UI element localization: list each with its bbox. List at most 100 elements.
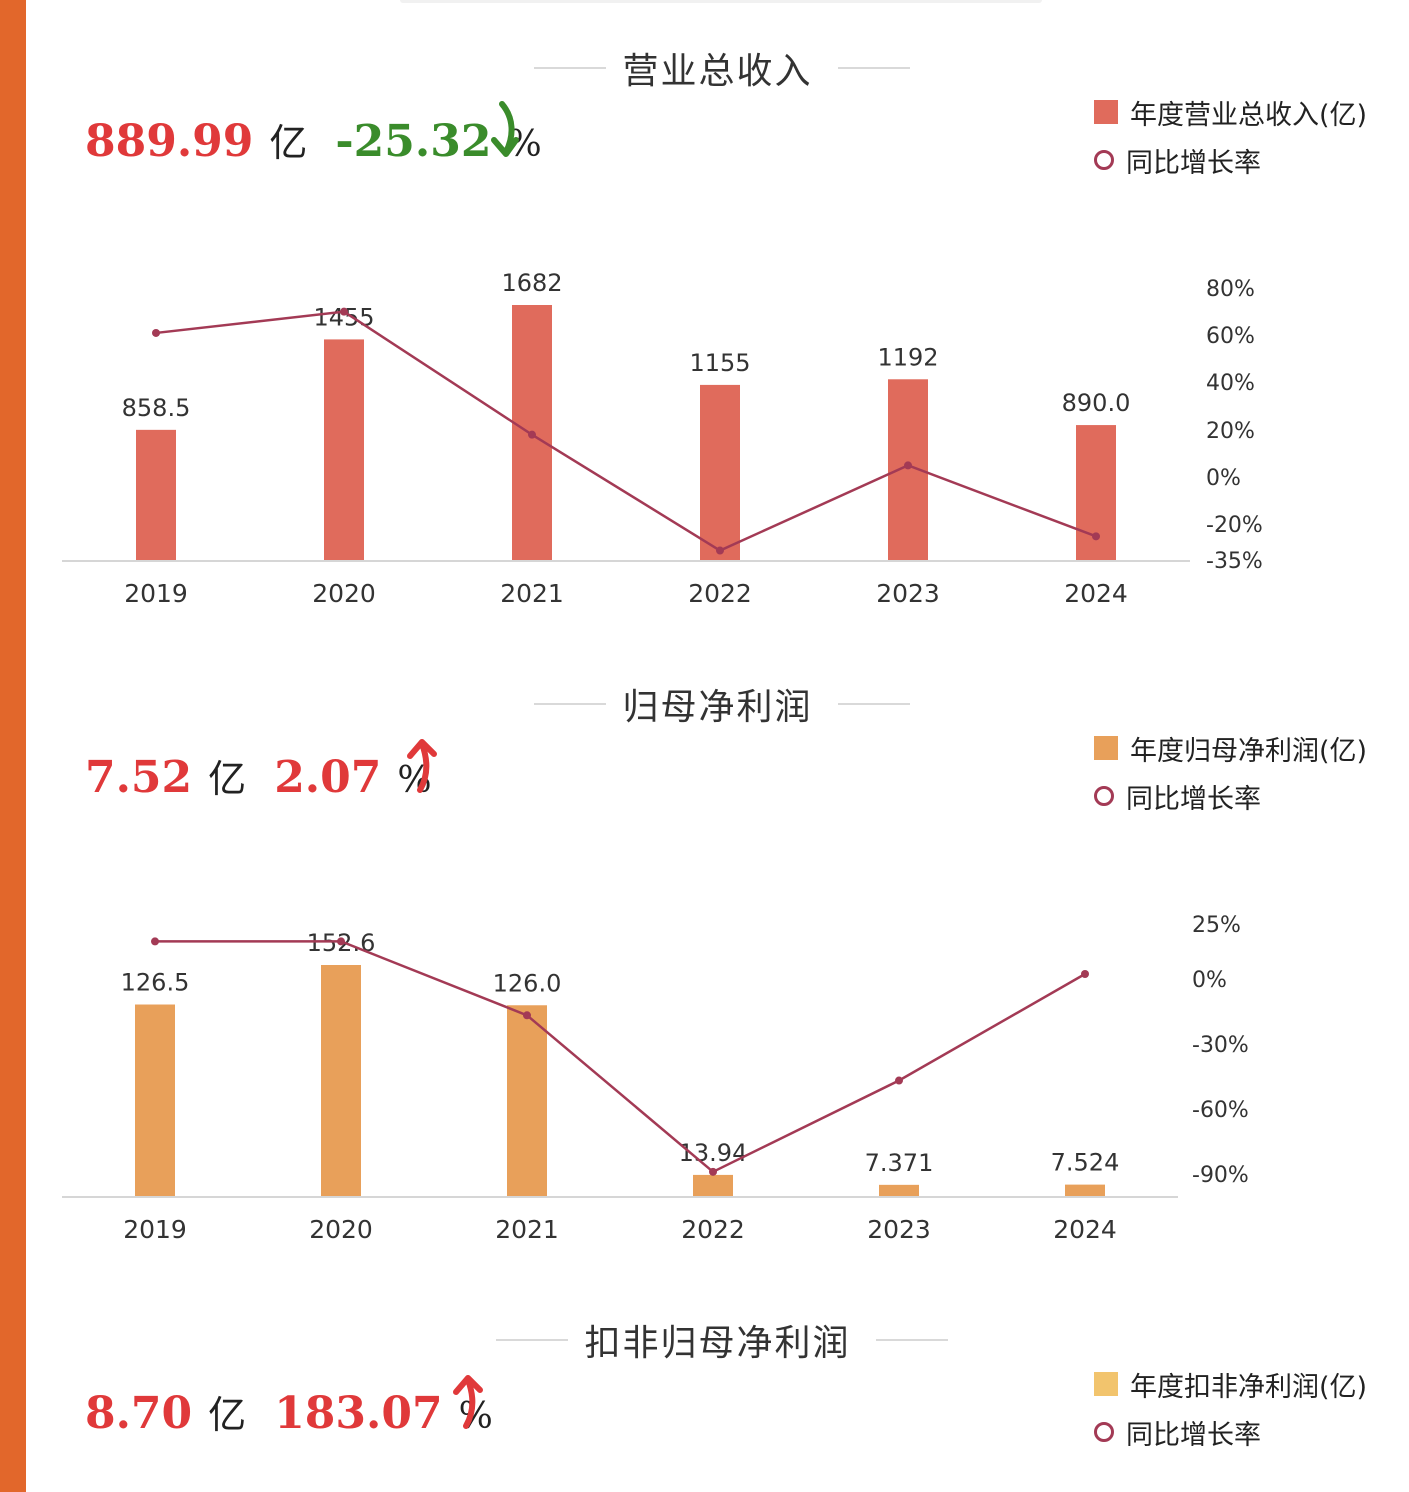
title-line-left bbox=[496, 1339, 568, 1341]
yoy-line bbox=[155, 940, 1086, 1174]
revenue-chart: 858.5 1455 1682 1155 1192 890.0 2019 2020 2021 20… bbox=[62, 269, 1263, 608]
up-arrow-icon bbox=[407, 739, 437, 793]
x-tick-label: 2024 bbox=[1064, 579, 1128, 608]
title-line-left bbox=[534, 703, 606, 705]
legend-item-line[interactable]: 同比增长率 bbox=[1094, 772, 1367, 820]
bar-value-label: 890.0 bbox=[1062, 389, 1131, 417]
headline-value: 889.99 bbox=[85, 116, 254, 167]
section-title: 扣非归母净利润 bbox=[584, 1323, 851, 1364]
headline-change-unit: % bbox=[458, 1396, 493, 1437]
x-tick-label: 2022 bbox=[688, 579, 752, 608]
bar-2019 bbox=[135, 1004, 175, 1196]
yoy-line bbox=[155, 310, 1097, 552]
legend-label: 年度扣非净利润(亿) bbox=[1130, 1371, 1368, 1403]
title-line-left bbox=[534, 67, 606, 69]
bar-value-label: 126.0 bbox=[493, 969, 562, 997]
y-right-tick-label: -20% bbox=[1206, 513, 1263, 538]
y-right-tick-label: 20% bbox=[1206, 419, 1255, 444]
legend-swatch bbox=[1094, 1372, 1118, 1396]
chart-legend: 年度归母净利润(亿) 同比增长率 bbox=[1094, 724, 1367, 820]
headline-change: -25.32 bbox=[335, 116, 492, 167]
bar-value-label: 1192 bbox=[877, 343, 938, 371]
yoy-point bbox=[709, 1167, 717, 1176]
legend-circle-icon bbox=[1094, 150, 1114, 170]
y-right-tick-label: 80% bbox=[1206, 277, 1255, 302]
yoy-point bbox=[1081, 970, 1089, 978]
y-right-tick-label: 25% bbox=[1192, 913, 1241, 938]
chart-legend: 年度营业总收入(亿) 同比增长率 bbox=[1094, 88, 1367, 184]
x-tick-label: 2022 bbox=[681, 1215, 745, 1244]
x-tick-label: 2024 bbox=[1053, 1215, 1117, 1244]
headline-change: 2.07 bbox=[274, 752, 382, 803]
legend-item-line[interactable]: 同比增长率 bbox=[1094, 1408, 1367, 1456]
bar-2021 bbox=[507, 1005, 547, 1196]
bar-value-label: 126.5 bbox=[121, 969, 190, 997]
headline-metric: 7.52 亿 2.07% bbox=[85, 748, 432, 803]
legend-item-bar[interactable]: 年度归母净利润(亿) bbox=[1094, 724, 1367, 772]
x-tick-label: 2023 bbox=[876, 579, 940, 608]
headline-metric: 8.70 亿 183.07% bbox=[85, 1384, 493, 1439]
x-tick-label: 2019 bbox=[123, 1215, 187, 1244]
x-tick-label: 2021 bbox=[495, 1215, 559, 1244]
yoy-point bbox=[716, 546, 724, 555]
headline-change: 183.07 bbox=[274, 1388, 443, 1439]
yoy-point bbox=[528, 430, 536, 439]
headline-unit: 亿 bbox=[269, 121, 308, 165]
revenue-section: 营业总收入 889.99 亿 -25.32% 年度营业总收入(亿) 同比增长率 85… bbox=[26, 0, 1409, 630]
legend-item-bar[interactable]: 年度营业总收入(亿) bbox=[1094, 88, 1367, 136]
yoy-point bbox=[904, 461, 912, 470]
legend-circle-icon bbox=[1094, 786, 1114, 806]
legend-label: 年度归母净利润(亿) bbox=[1130, 735, 1368, 767]
bar-2022 bbox=[693, 1174, 733, 1196]
top-divider bbox=[400, 0, 1042, 3]
headline-unit: 亿 bbox=[208, 757, 247, 801]
x-tick-label: 2020 bbox=[309, 1215, 373, 1244]
net-profit-section: 归母净利润 7.52 亿 2.07% 年度归母净利润(亿) 同比增长率 126.5 1… bbox=[26, 636, 1409, 1266]
legend-swatch bbox=[1094, 736, 1118, 760]
bar-value-label: 1455 bbox=[313, 303, 374, 331]
headline-value: 8.70 bbox=[85, 1388, 193, 1439]
legend-label: 年度营业总收入(亿) bbox=[1130, 99, 1368, 131]
headline-unit: 亿 bbox=[208, 1393, 247, 1437]
legend-label: 同比增长率 bbox=[1126, 783, 1261, 815]
bar-2020 bbox=[324, 339, 364, 560]
yoy-point bbox=[523, 1011, 531, 1020]
bar-value-label: 7.524 bbox=[1051, 1149, 1120, 1177]
legend-label: 同比增长率 bbox=[1126, 1419, 1261, 1451]
bar-2020 bbox=[321, 965, 361, 1196]
down-arrow-icon bbox=[491, 101, 519, 157]
y-right-tick-label: 0% bbox=[1192, 968, 1227, 993]
title-line-right bbox=[838, 703, 910, 705]
y-right-tick-label: -30% bbox=[1192, 1033, 1249, 1058]
x-tick-label: 2019 bbox=[124, 579, 188, 608]
yoy-point bbox=[151, 937, 159, 946]
bar-2019 bbox=[136, 429, 176, 560]
legend-item-bar[interactable]: 年度扣非净利润(亿) bbox=[1094, 1360, 1367, 1408]
bar-value-label: 1682 bbox=[501, 269, 562, 297]
y-right-tick-label: 60% bbox=[1206, 324, 1255, 349]
yoy-point bbox=[152, 328, 160, 337]
bar-value-label: 858.5 bbox=[122, 394, 191, 422]
deducted-profit-section: 扣非归母净利润 8.70 亿 183.07% 年度扣非净利润(亿) 同比增长率 bbox=[26, 1272, 1409, 1492]
section-title: 归母净利润 bbox=[622, 687, 813, 728]
y-right-tick-label: -90% bbox=[1192, 1163, 1249, 1188]
legend-swatch bbox=[1094, 100, 1118, 124]
yoy-point bbox=[340, 307, 348, 316]
chart-legend: 年度扣非净利润(亿) 同比增长率 bbox=[1094, 1360, 1367, 1456]
left-accent-bar bbox=[0, 0, 26, 1492]
title-line-right bbox=[876, 1339, 948, 1341]
legend-item-line[interactable]: 同比增长率 bbox=[1094, 136, 1367, 184]
section-title: 营业总收入 bbox=[622, 51, 813, 92]
net-profit-chart: 126.5152.6126.013.947.3717.5242019202020… bbox=[62, 913, 1249, 1244]
x-tick-label: 2021 bbox=[500, 579, 564, 608]
x-tick-label: 2020 bbox=[312, 579, 376, 608]
bar-2023 bbox=[879, 1184, 919, 1196]
yoy-point bbox=[1092, 532, 1100, 541]
bar-value-label: 1155 bbox=[689, 349, 750, 377]
bar-2024 bbox=[1065, 1184, 1105, 1196]
x-tick-label: 2023 bbox=[867, 1215, 931, 1244]
up-arrow-icon bbox=[453, 1375, 483, 1429]
bar-value-label: 7.371 bbox=[865, 1149, 934, 1177]
y-right-tick-label: 40% bbox=[1206, 371, 1255, 396]
bar-2022 bbox=[700, 384, 740, 560]
